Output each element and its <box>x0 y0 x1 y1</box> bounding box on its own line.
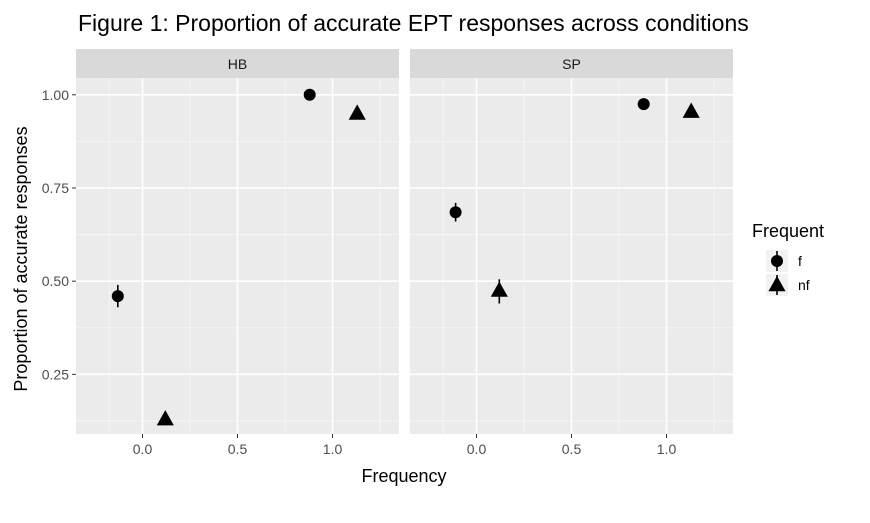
chart-title: Figure 1: Proportion of accurate EPT res… <box>78 10 749 36</box>
legend-title: Frequent <box>752 221 824 241</box>
y-axis-title: Proportion of accurate responses <box>11 126 31 391</box>
x-tick-label: 1.0 <box>657 441 677 457</box>
data-point-nf <box>156 410 174 426</box>
legend-label-f: f <box>798 253 802 269</box>
data-point-f <box>303 88 316 101</box>
facet-strip <box>410 49 733 78</box>
facet-strip-label: HB <box>228 56 247 72</box>
data-point-f <box>637 98 650 111</box>
x-tick-label: 0.0 <box>133 441 153 457</box>
data-point-nf <box>490 281 508 297</box>
facet-strip <box>76 49 399 78</box>
data-point-nf <box>348 104 366 120</box>
x-axis-title: Frequency <box>361 466 446 486</box>
legend: Frequent f nf <box>752 221 824 296</box>
x-tick-label: 0.5 <box>562 441 582 457</box>
facet-panels: HB 0.0 0.5 1.0 SP 0.0 0.5 1.0 <box>76 49 733 457</box>
data-point-f <box>449 206 462 219</box>
y-tick-label: 1.00 <box>42 87 69 103</box>
y-axis-ticks: 0.25 0.50 0.75 1.00 <box>42 87 76 382</box>
data-point-nf <box>682 102 700 118</box>
panel-hb: HB 0.0 0.5 1.0 <box>76 49 399 457</box>
y-tick-label: 0.75 <box>42 180 69 196</box>
facet-strip-label: SP <box>562 56 581 72</box>
legend-key-f <box>771 255 783 267</box>
data-point-f <box>111 290 124 303</box>
legend-label-nf: nf <box>798 277 810 293</box>
x-tick-label: 1.0 <box>323 441 343 457</box>
panel-sp: SP 0.0 0.5 1.0 <box>410 49 733 457</box>
x-tick-label: 0.0 <box>467 441 487 457</box>
x-tick-label: 0.5 <box>228 441 248 457</box>
y-tick-label: 0.50 <box>42 273 69 289</box>
y-tick-label: 0.25 <box>42 366 69 382</box>
legend-key-nf <box>768 276 786 292</box>
